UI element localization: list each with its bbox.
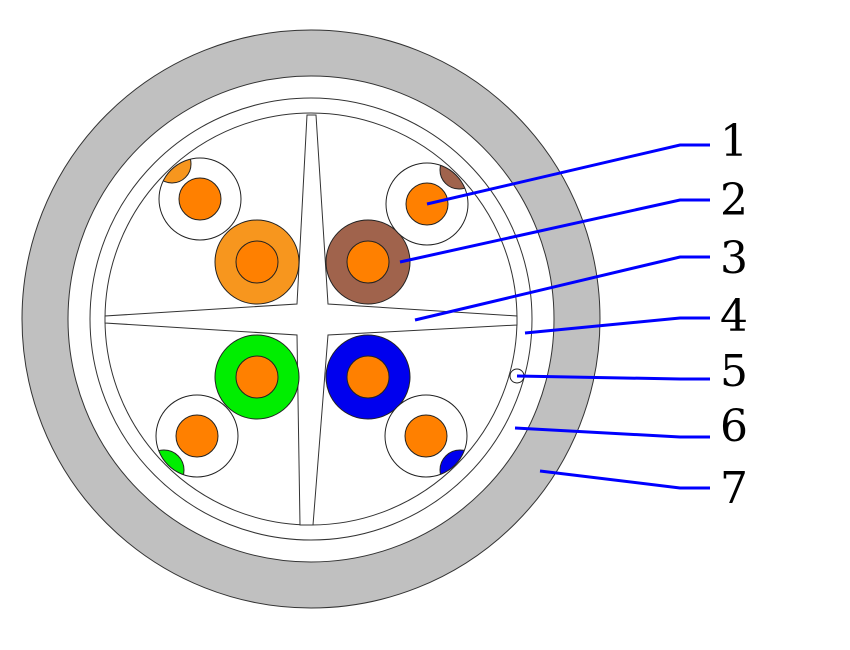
leader-line-2 bbox=[399, 198, 710, 264]
label-7: 7 bbox=[720, 463, 748, 514]
wire-orange bbox=[214, 219, 300, 305]
label-3: 3 bbox=[720, 233, 748, 284]
label-6: 6 bbox=[720, 401, 748, 452]
label-5: 5 bbox=[720, 346, 748, 397]
wire-blue bbox=[325, 334, 411, 420]
leader-line-4 bbox=[524, 316, 710, 335]
label-1: 1 bbox=[720, 116, 748, 167]
wire-green bbox=[214, 334, 300, 420]
label-2: 2 bbox=[720, 175, 748, 226]
label-4: 4 bbox=[720, 291, 748, 342]
leader-line-6 bbox=[514, 426, 710, 439]
leader-line-1 bbox=[426, 143, 710, 206]
cross-separator bbox=[104, 114, 518, 526]
wire-brown bbox=[325, 219, 411, 305]
leader-line-5 bbox=[516, 374, 710, 381]
leader-line-7 bbox=[539, 469, 710, 490]
leader-line-3 bbox=[414, 255, 710, 322]
